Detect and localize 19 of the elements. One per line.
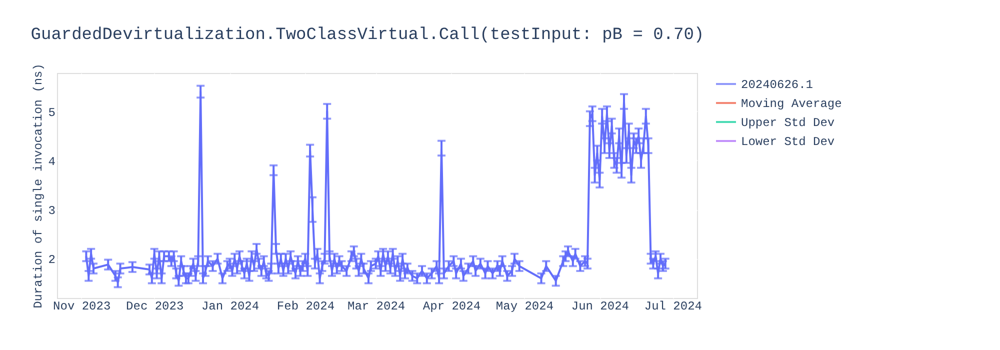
- legend-label: Moving Average: [741, 97, 842, 111]
- y-axis-title: Duration of single invocation (ns): [31, 64, 46, 308]
- x-tick-label: Apr 2024: [422, 300, 481, 314]
- y-tick-label: 4: [48, 154, 56, 169]
- legend-label: Upper Std Dev: [741, 116, 835, 130]
- x-tick-label: Mar 2024: [347, 300, 406, 314]
- x-tick-label: Feb 2024: [276, 300, 335, 314]
- x-tick-label: Jul 2024: [644, 300, 702, 314]
- legend-label: 20240626.1: [741, 78, 814, 92]
- x-tick-label: May 2024: [496, 300, 554, 314]
- x-tick-label: Jun 2024: [571, 300, 629, 314]
- y-tick-label: 3: [48, 204, 56, 218]
- y-tick-label: 2: [48, 253, 56, 268]
- chart-title: GuardedDevirtualization.TwoClassVirtual.Call(testInput: pB = 0.70): [30, 26, 704, 46]
- x-tick-label: Nov 2023: [53, 300, 111, 314]
- legend-label: Lower Std Dev: [741, 135, 835, 149]
- y-tick-label: 5: [48, 106, 56, 120]
- x-tick-label: Jan 2024: [201, 300, 260, 314]
- x-tick-label: Dec 2023: [126, 300, 184, 314]
